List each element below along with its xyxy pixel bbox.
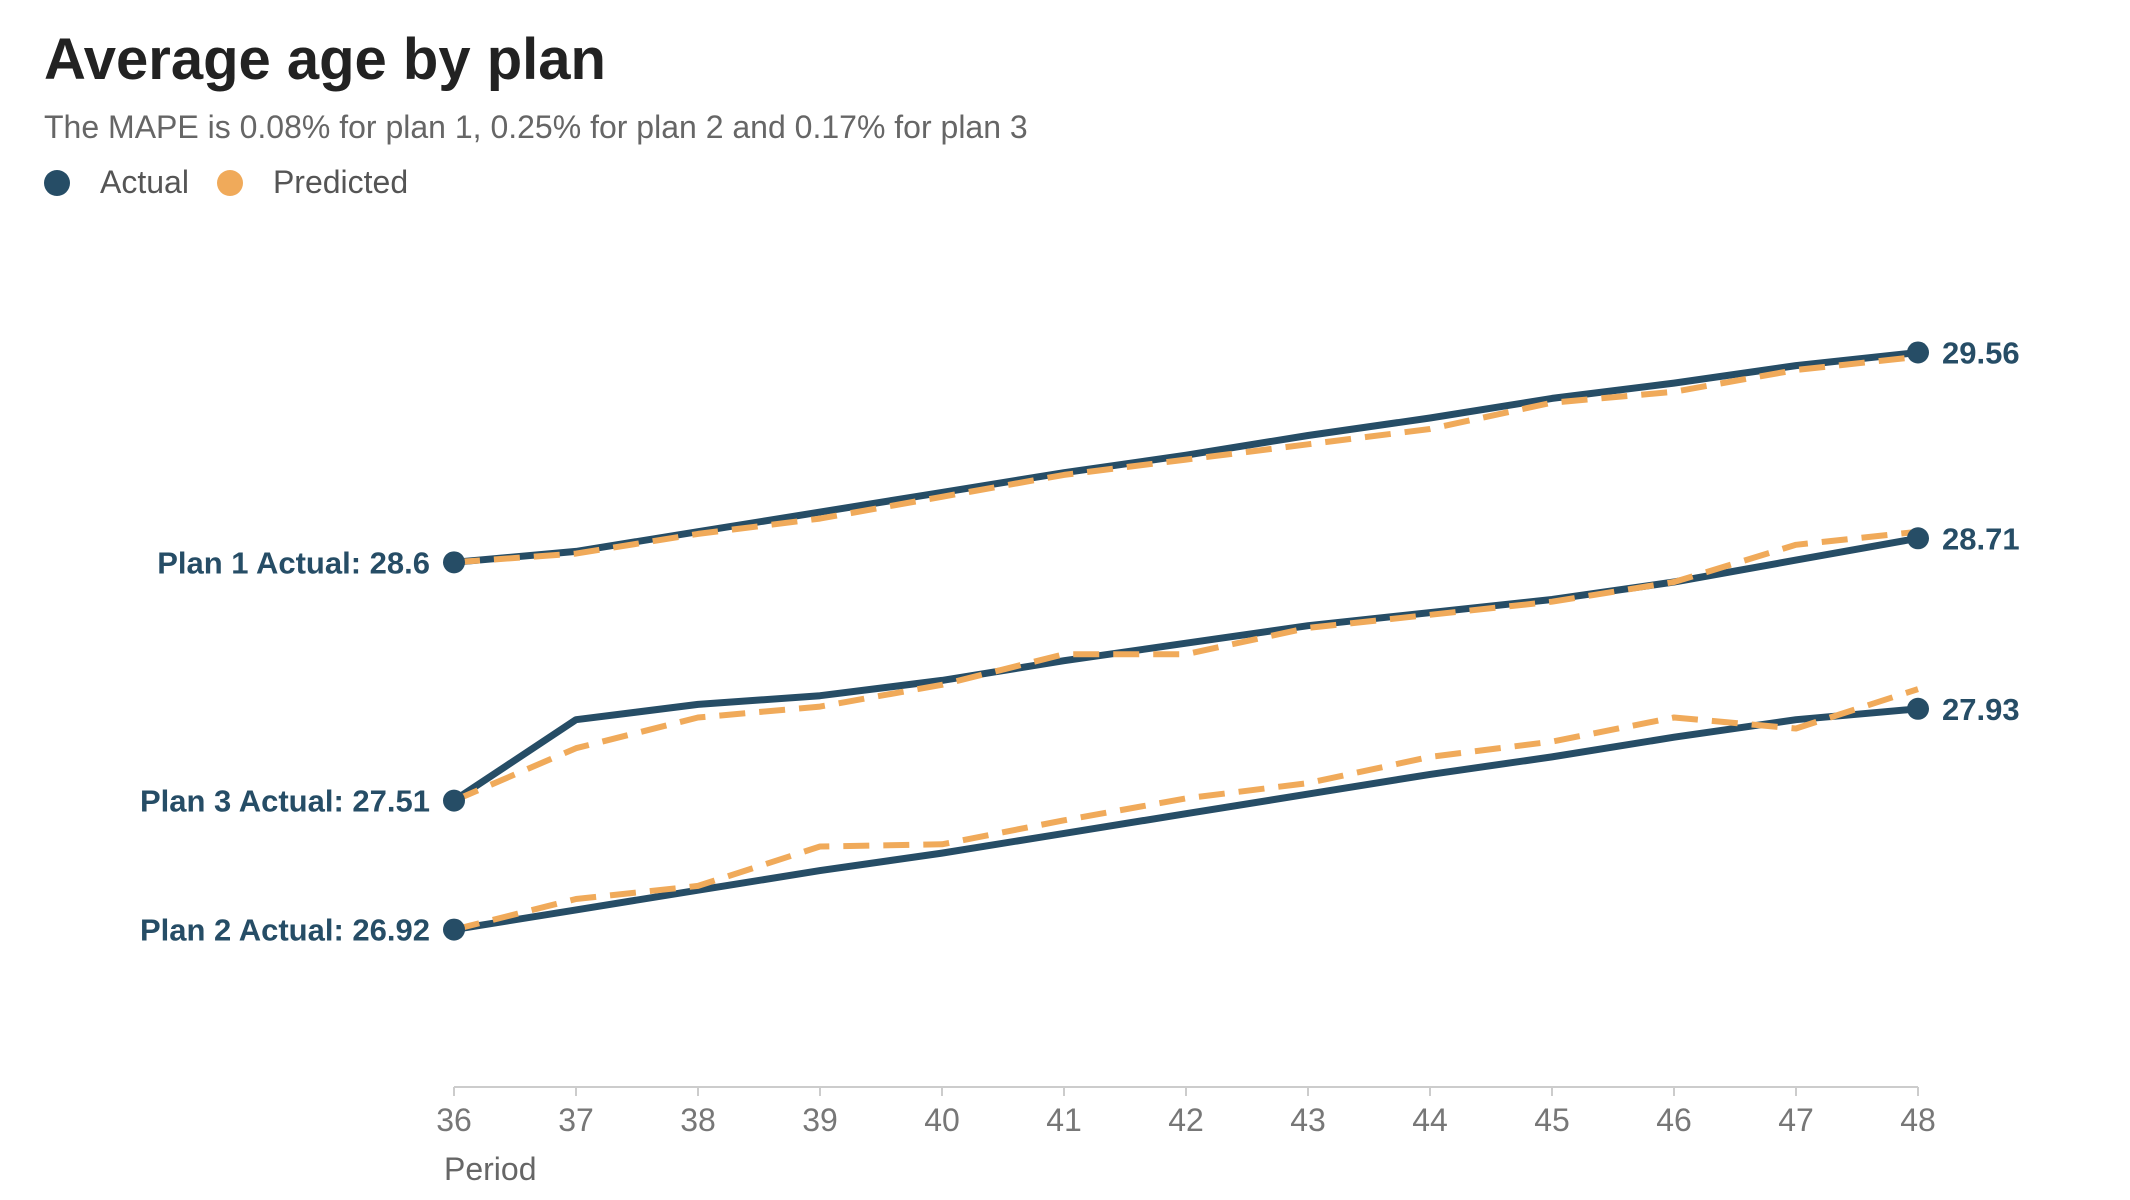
legend-swatch-actual <box>44 169 70 196</box>
plan-3-actual-start-point <box>443 789 465 812</box>
plan-1-actual-start-point <box>443 551 465 574</box>
legend-label-actual: Actual <box>100 164 189 200</box>
legend-item-predicted: Predicted <box>216 164 409 201</box>
plan-3-actual-end-label: 28.71 <box>1942 521 2020 556</box>
plan-2-actual-start-label: Plan 2 Actual: 26.92 <box>140 913 430 948</box>
x-tick-label: 42 <box>1168 1102 1204 1138</box>
x-tick-label: 44 <box>1412 1102 1448 1138</box>
x-tick-label: 38 <box>680 1102 716 1138</box>
plan-1-actual-end-label: 29.56 <box>1942 335 2020 370</box>
plan-1-predicted-line <box>453 353 1919 566</box>
x-tick-label: 37 <box>558 1102 594 1138</box>
chart-title: Average age by plan <box>44 27 606 92</box>
plan-3-actual-start-label: Plan 3 Actual: 27.51 <box>140 784 430 819</box>
plan-2-actual-end-label: 27.93 <box>1942 692 2020 727</box>
legend-swatch-predicted <box>216 169 243 196</box>
x-tick-label: 45 <box>1534 1102 1570 1138</box>
x-axis-title: Period <box>444 1151 537 1187</box>
x-tick-label: 46 <box>1656 1102 1692 1138</box>
x-tick-label: 40 <box>924 1102 960 1138</box>
x-tick-label: 41 <box>1046 1102 1082 1138</box>
legend-label-predicted: Predicted <box>272 164 409 200</box>
chart-subtitle: The MAPE is 0.08% for plan 1, 0.25% for … <box>44 109 1028 145</box>
plan-2-actual-start-point <box>443 918 465 941</box>
plan-1-actual-end-point <box>1907 341 1929 364</box>
x-tick-label: 47 <box>1778 1102 1814 1138</box>
plan-3-actual-end-point <box>1907 527 1929 550</box>
plan-3-actual-line <box>450 534 1922 805</box>
x-tick-label: 39 <box>802 1102 838 1138</box>
legend-item-actual: Actual <box>44 164 189 201</box>
plan-1-actual-start-label: Plan 1 Actual: 28.6 <box>157 545 430 580</box>
plan-2-predicted-line <box>453 686 1919 933</box>
plan-2-actual-end-point <box>1907 697 1929 720</box>
plan-3-predicted-line <box>452 528 1919 804</box>
x-tick-label: 43 <box>1290 1102 1326 1138</box>
plan-2-actual-line <box>450 705 1922 934</box>
x-tick-label: 48 <box>1900 1102 1936 1138</box>
x-tick-label: 36 <box>436 1102 472 1138</box>
chart-legend: Actual Predicted <box>44 164 436 201</box>
